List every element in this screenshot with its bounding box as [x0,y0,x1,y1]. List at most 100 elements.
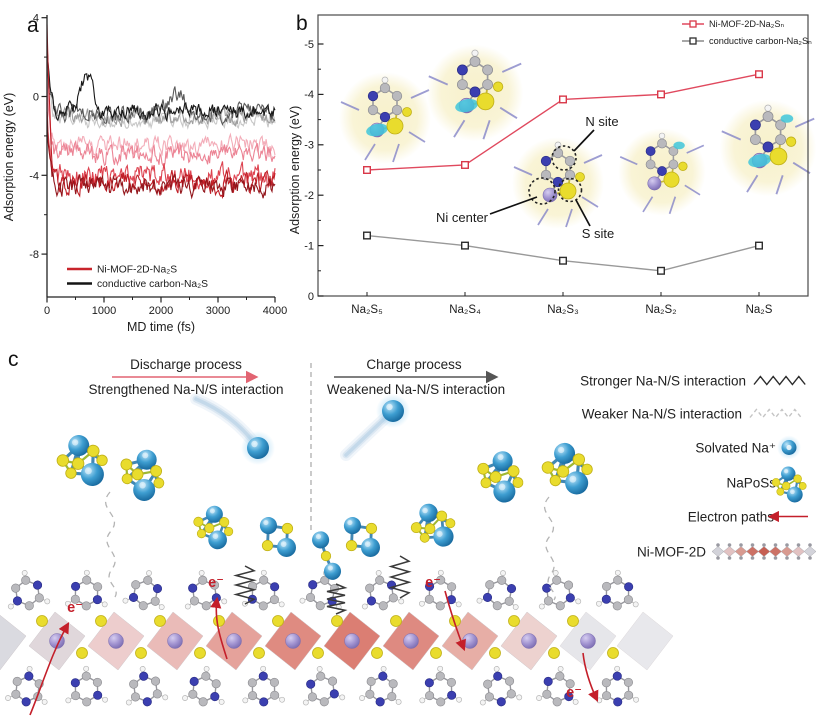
ni-mof-2d-icon [711,543,817,560]
s-atom [154,615,166,627]
naposs-cluster [120,449,165,501]
s-atom [120,458,133,471]
data-point-marker [559,95,568,104]
data-line [366,234,760,272]
category-label: Na₂S [746,304,773,316]
annotation-line [575,199,591,227]
s-atom [71,457,85,470]
ni-atom [580,633,596,649]
panel-c-legend: Stronger Na-N/S interaction Weaker Na-N/S… [580,374,817,560]
legend-label: conductive carbon-Na₂S [97,279,208,290]
md-trace [46,36,276,131]
s-atom [581,463,593,476]
s-atom [272,615,284,627]
electron-path-arrow [582,652,599,703]
charge-title: Charge process [366,357,462,372]
panel-b-label: b [296,12,308,35]
panel-c-label: c [8,348,19,371]
panel-a-axes: 4 0 -4 -8 0 1000 2000 3000 4000 [29,13,287,317]
y-tick-label: -8 [29,249,39,261]
ligand-ring [125,666,169,707]
ni-atom [403,633,419,649]
discharge-subtitle: Strengthened Na-N/S interaction [88,382,283,397]
category-label: Na₂S₂ [645,304,676,316]
na-atom [493,480,516,503]
ni-center-annotation: Ni center [436,210,489,225]
s-atom [371,647,383,659]
naposs-cluster [312,531,342,580]
naposs-cluster [56,435,108,486]
s-atom [541,461,555,474]
s-atom [781,481,791,491]
s-atom [281,522,294,535]
s-atom [135,647,147,659]
charge-density-blob [748,153,771,168]
s-atom [121,473,133,485]
y-tick-label: -5 [304,39,314,51]
s-atom [430,647,442,659]
y-tick-label: -3 [304,140,314,152]
c-legend-label: Electron paths [688,510,775,525]
s-atom [224,526,234,537]
md-traces [46,24,276,200]
molecular-inset [618,128,706,216]
s-atom [507,465,520,478]
md-trace [46,77,276,168]
s-atom [345,539,358,552]
s-atom [548,647,560,659]
na-atom [136,449,157,470]
naposs-cluster [410,503,456,547]
c-legend-label: Solvated Na⁺ [695,441,776,456]
na-atom [781,466,796,481]
s-atom [477,462,490,475]
ni-atom [462,633,478,649]
naposs-cluster [541,442,593,495]
s-atom [36,615,48,627]
molecular-inset [719,99,817,197]
md-trace [46,46,276,123]
y-tick-label: -4 [304,89,314,101]
ligand-ring [419,569,462,611]
na-atom [277,537,296,557]
s-atom [663,171,680,188]
charge-density-blob [673,141,685,150]
s-atom [512,477,524,488]
dashed-zigzag-icon [749,408,802,419]
category-label: Na₂S₄ [449,304,481,316]
s-atom [87,444,100,458]
na-atom [786,486,803,503]
data-point-marker [362,165,371,174]
ligand-ring [65,569,108,611]
ligand-ring [7,570,51,611]
ni-atom [226,633,242,649]
electron-label: e⁻ [566,685,582,701]
weak-interaction-wavy [104,491,117,598]
s-atom [390,615,402,627]
md-trace [46,75,276,158]
ni-atom [344,633,360,649]
legend-label: Ni-MOF-2D-Na₂Sₙ [709,19,784,29]
panel-c-mechanism-schematic: c Discharge process Strengthened Na-N/S … [0,348,817,716]
y-tick-label: 0 [33,92,39,104]
s-atom [476,92,495,111]
solid-zigzag-icon [753,375,806,386]
na-atom [343,517,361,535]
ligand-ring [538,570,582,611]
process-headers: Discharge process Strengthened Na-N/S in… [88,357,505,397]
s-atom [194,647,206,659]
panel-b-series [362,70,764,275]
ni-atom [647,176,662,191]
molecular-insets [339,44,817,229]
charge-subtitle: Weakened Na-N/S interaction [327,382,505,397]
s-atom [196,529,207,539]
dotted-site-circle [551,145,577,171]
c-legend-label: NaPoSs [726,476,776,491]
ligand-ring [359,665,402,707]
naposs-cluster [477,451,524,503]
annotation-line [573,129,595,152]
s-atom [219,517,230,528]
ligand-ring [596,569,639,611]
naposs-cluster [343,517,380,557]
s-atom [95,615,107,627]
